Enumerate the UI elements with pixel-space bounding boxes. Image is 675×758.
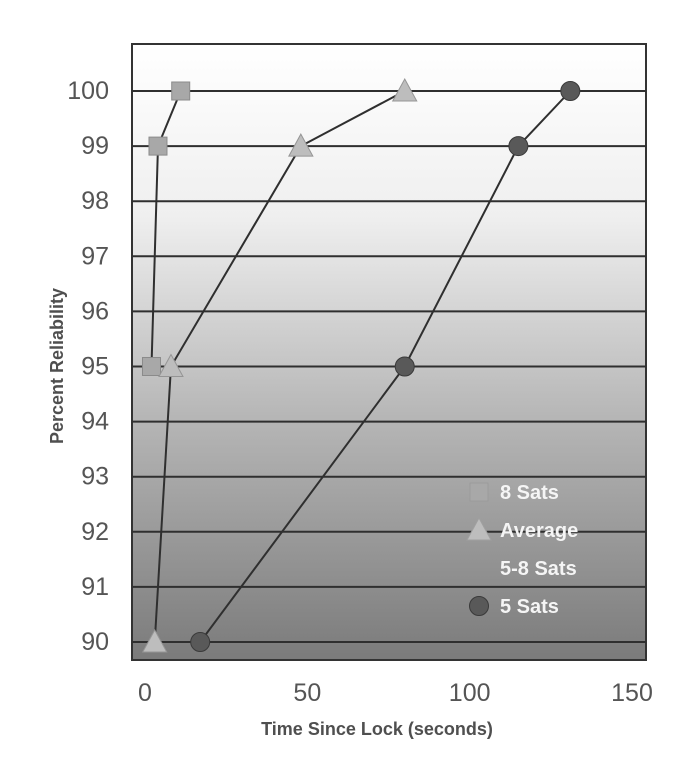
y-tick-label-96: 96 (81, 297, 109, 325)
point-8-sats-1 (148, 136, 168, 156)
series-average-5-8-sats (141, 77, 418, 653)
legend-item-8-sats: 8 Sats (469, 482, 559, 504)
x-tick-label-0: 0 (138, 679, 152, 707)
y-tick-label-99: 99 (81, 132, 109, 160)
y-tick-label-91: 91 (81, 573, 109, 601)
legend-marker-5-sats (469, 596, 489, 616)
point-8-sats-0 (141, 357, 161, 376)
point-5-sats-3 (560, 81, 581, 101)
axes: 90 91 92 93 94 95 96 97 98 99 100 0 50 100 150 (67, 77, 653, 707)
point-average-5-8-sats-0 (141, 628, 168, 653)
line-5-sats (199, 90, 572, 643)
legend-marker-8-sats (469, 482, 489, 502)
series-5-sats (190, 81, 581, 652)
legend-item-5-sats: 5 Sats (469, 596, 559, 618)
line-average-5-8-sats (153, 90, 406, 643)
legend-item-average-5-8-sats: Average 5-8 Sats (466, 516, 578, 580)
x-tick-label-150: 150 (611, 679, 653, 707)
legend-label-average-5-8-sats-0: Average (500, 520, 578, 542)
legend: 8 Sats Average 5-8 Sats 5 Sats (466, 482, 578, 618)
y-tick-label-98: 98 (81, 187, 109, 215)
x-axis-title: Time Since Lock (seconds) (261, 719, 493, 739)
point-5-sats-0 (190, 632, 211, 652)
y-tick-label-93: 93 (81, 463, 109, 491)
y-tick-label-100: 100 (67, 77, 109, 105)
y-tick-label-90: 90 (81, 628, 109, 656)
legend-label-8-sats-0: 8 Sats (500, 482, 559, 504)
series-8-sats (141, 81, 191, 376)
point-5-sats-2 (508, 136, 529, 157)
point-8-sats-2 (171, 81, 191, 101)
x-tick-label-100: 100 (449, 679, 491, 707)
gridlines (132, 90, 646, 643)
point-5-sats-1 (394, 356, 415, 377)
point-average-5-8-sats-3 (391, 77, 418, 102)
point-average-5-8-sats-2 (287, 133, 314, 157)
y-tick-label-94: 94 (81, 408, 109, 436)
y-tick-label-95: 95 (81, 353, 109, 381)
legend-marker-average-5-8-sats (466, 516, 492, 541)
legend-label-average-5-8-sats-1: 5-8 Sats (500, 558, 577, 580)
x-tick-label-50: 50 (293, 679, 321, 707)
legend-label-5-sats-0: 5 Sats (500, 596, 559, 618)
series-layer (141, 77, 581, 653)
y-axis-title: Percent Reliability (47, 288, 67, 444)
y-tick-label-92: 92 (81, 518, 109, 546)
point-average-5-8-sats-1 (158, 353, 184, 377)
y-tick-label-97: 97 (81, 242, 109, 270)
